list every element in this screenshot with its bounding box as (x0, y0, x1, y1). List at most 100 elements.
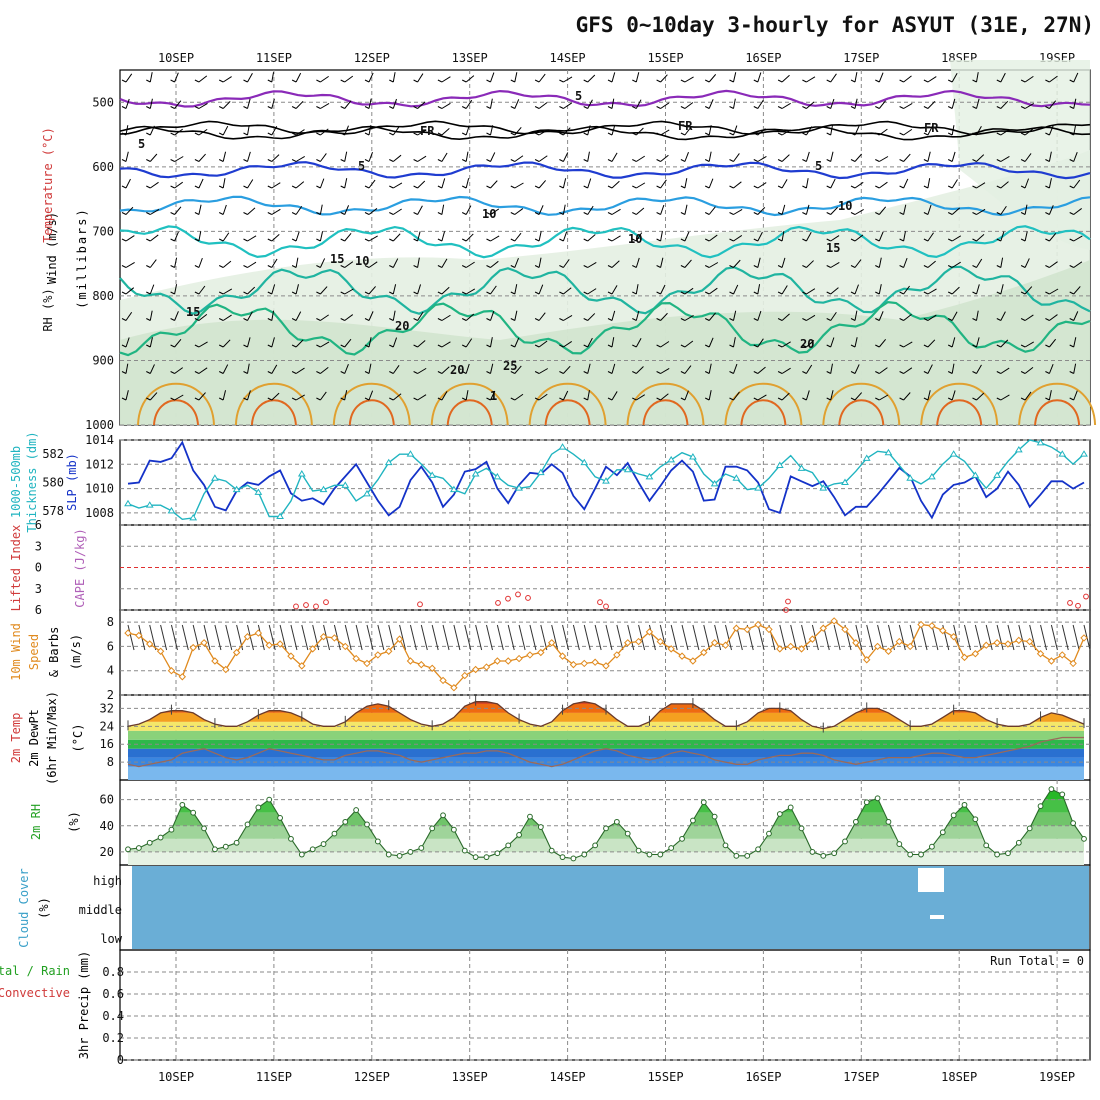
wind-barb (684, 259, 692, 268)
rh-point (722, 842, 729, 849)
cloud-level-low: low (100, 932, 122, 946)
wind-barb (708, 337, 714, 348)
wind-barb-flag (559, 132, 564, 136)
wind-barb-flag (680, 212, 686, 215)
wind-barb-flag (729, 265, 734, 268)
wind-barb-flag (340, 238, 345, 242)
wind-barb (344, 314, 354, 321)
wind-barb (951, 73, 958, 83)
wind-barb-flag (1045, 397, 1050, 401)
wind-barb (611, 285, 618, 295)
surface-wind-barb (203, 624, 211, 651)
wind-barb (538, 180, 547, 189)
thickness-point (211, 474, 219, 481)
wind-barb-flag (607, 212, 613, 215)
wind-barb-flag (826, 212, 831, 215)
wind-barb (392, 98, 397, 109)
wind-barb (295, 155, 305, 162)
wind-barb-flag (291, 106, 297, 109)
wind-barb (295, 100, 304, 109)
wind-barb-flag (947, 238, 953, 242)
temp-tick-16: 16 (100, 737, 114, 751)
wind-barb (587, 337, 593, 348)
isotherm-lobe (153, 399, 199, 426)
wind-barb-flag (632, 397, 637, 401)
wind-barb-flag (316, 79, 321, 83)
wind-barb (1000, 155, 1010, 162)
wind-barb (125, 287, 135, 295)
wind-barb-flag (923, 185, 929, 189)
rh-point (277, 815, 283, 821)
wind-barb-flag (1045, 238, 1050, 242)
wind-speed-point (439, 676, 447, 685)
cloud-panel-labels: Cloud Cover (%) high middle low (17, 868, 123, 947)
wind-barb-flag (704, 106, 710, 109)
upper-wind-label: Wind (m/s) (45, 212, 59, 284)
wind-barb (417, 394, 427, 401)
wind-barb-flag (632, 344, 637, 348)
surface-wind-barb (638, 624, 646, 651)
wind-barb (976, 284, 980, 295)
wind-barb-flag (291, 318, 297, 321)
wind-barb (563, 341, 572, 348)
wind-barb-flag (583, 185, 588, 189)
wind-barb (1049, 338, 1057, 348)
wind-barb (879, 367, 888, 374)
wind-barb (149, 364, 155, 374)
wind-barb (271, 284, 276, 295)
wind-barb-flag (947, 132, 953, 136)
wind-barb-flag (267, 318, 273, 321)
surface-wind-barb (442, 624, 450, 651)
wind-barb (271, 154, 280, 162)
wind-barb (903, 103, 913, 109)
top-day-label-16SEP: 16SEP (745, 51, 781, 65)
wind-speed-point (417, 660, 426, 669)
wind-barb-flag (510, 265, 516, 268)
wind-barb (660, 102, 670, 109)
thickness-point (536, 468, 545, 476)
thickness-point (276, 512, 284, 519)
wind-barb (271, 126, 278, 136)
wind-barb-flag (632, 79, 637, 83)
wind-barb (660, 231, 663, 242)
wind-barb-flag (267, 212, 273, 215)
wind-speed-point (222, 665, 230, 674)
wind-barb-flag (243, 79, 248, 83)
contour-label: 1 (490, 389, 497, 403)
wind-speed-point (645, 628, 654, 636)
wind-barb-flag (194, 344, 200, 348)
wind-barb (587, 390, 590, 401)
wind-barb (1000, 129, 1010, 136)
thickness-point (841, 478, 849, 485)
wind-barb-flag (340, 371, 345, 374)
wind-barb-flag (340, 159, 345, 162)
wind-barb (490, 285, 497, 295)
isotherm-line (119, 89, 1091, 108)
wind-barb-flag (316, 159, 321, 162)
wind-barb-flag (632, 159, 637, 162)
wind-barb (684, 315, 694, 321)
wind-barb (708, 151, 712, 162)
surface-wind-barb (301, 624, 309, 651)
rh-point (222, 843, 229, 850)
wind-barb-flag (534, 79, 540, 83)
wind-barb (684, 178, 688, 189)
surface-wind-barb (127, 624, 135, 651)
wind-speed-point (135, 631, 143, 640)
wind-barb-flag (753, 106, 759, 109)
wind-barb (927, 76, 937, 83)
contour-label: 20 (800, 337, 814, 351)
wind-barb (392, 337, 398, 348)
wind-barb-flag (389, 291, 394, 295)
thickness-point (319, 485, 328, 493)
wind-speed-point (1025, 637, 1034, 646)
wind-barb (441, 286, 450, 295)
wind-barb (611, 260, 620, 268)
wind-barb-flag (170, 238, 175, 242)
surface-wind-barb (583, 624, 591, 651)
wind-barb (878, 284, 882, 295)
contour-label: 10 (838, 199, 852, 213)
wind-barb (198, 367, 208, 374)
wind-barb-flag (291, 238, 297, 242)
rh-point (755, 846, 761, 853)
